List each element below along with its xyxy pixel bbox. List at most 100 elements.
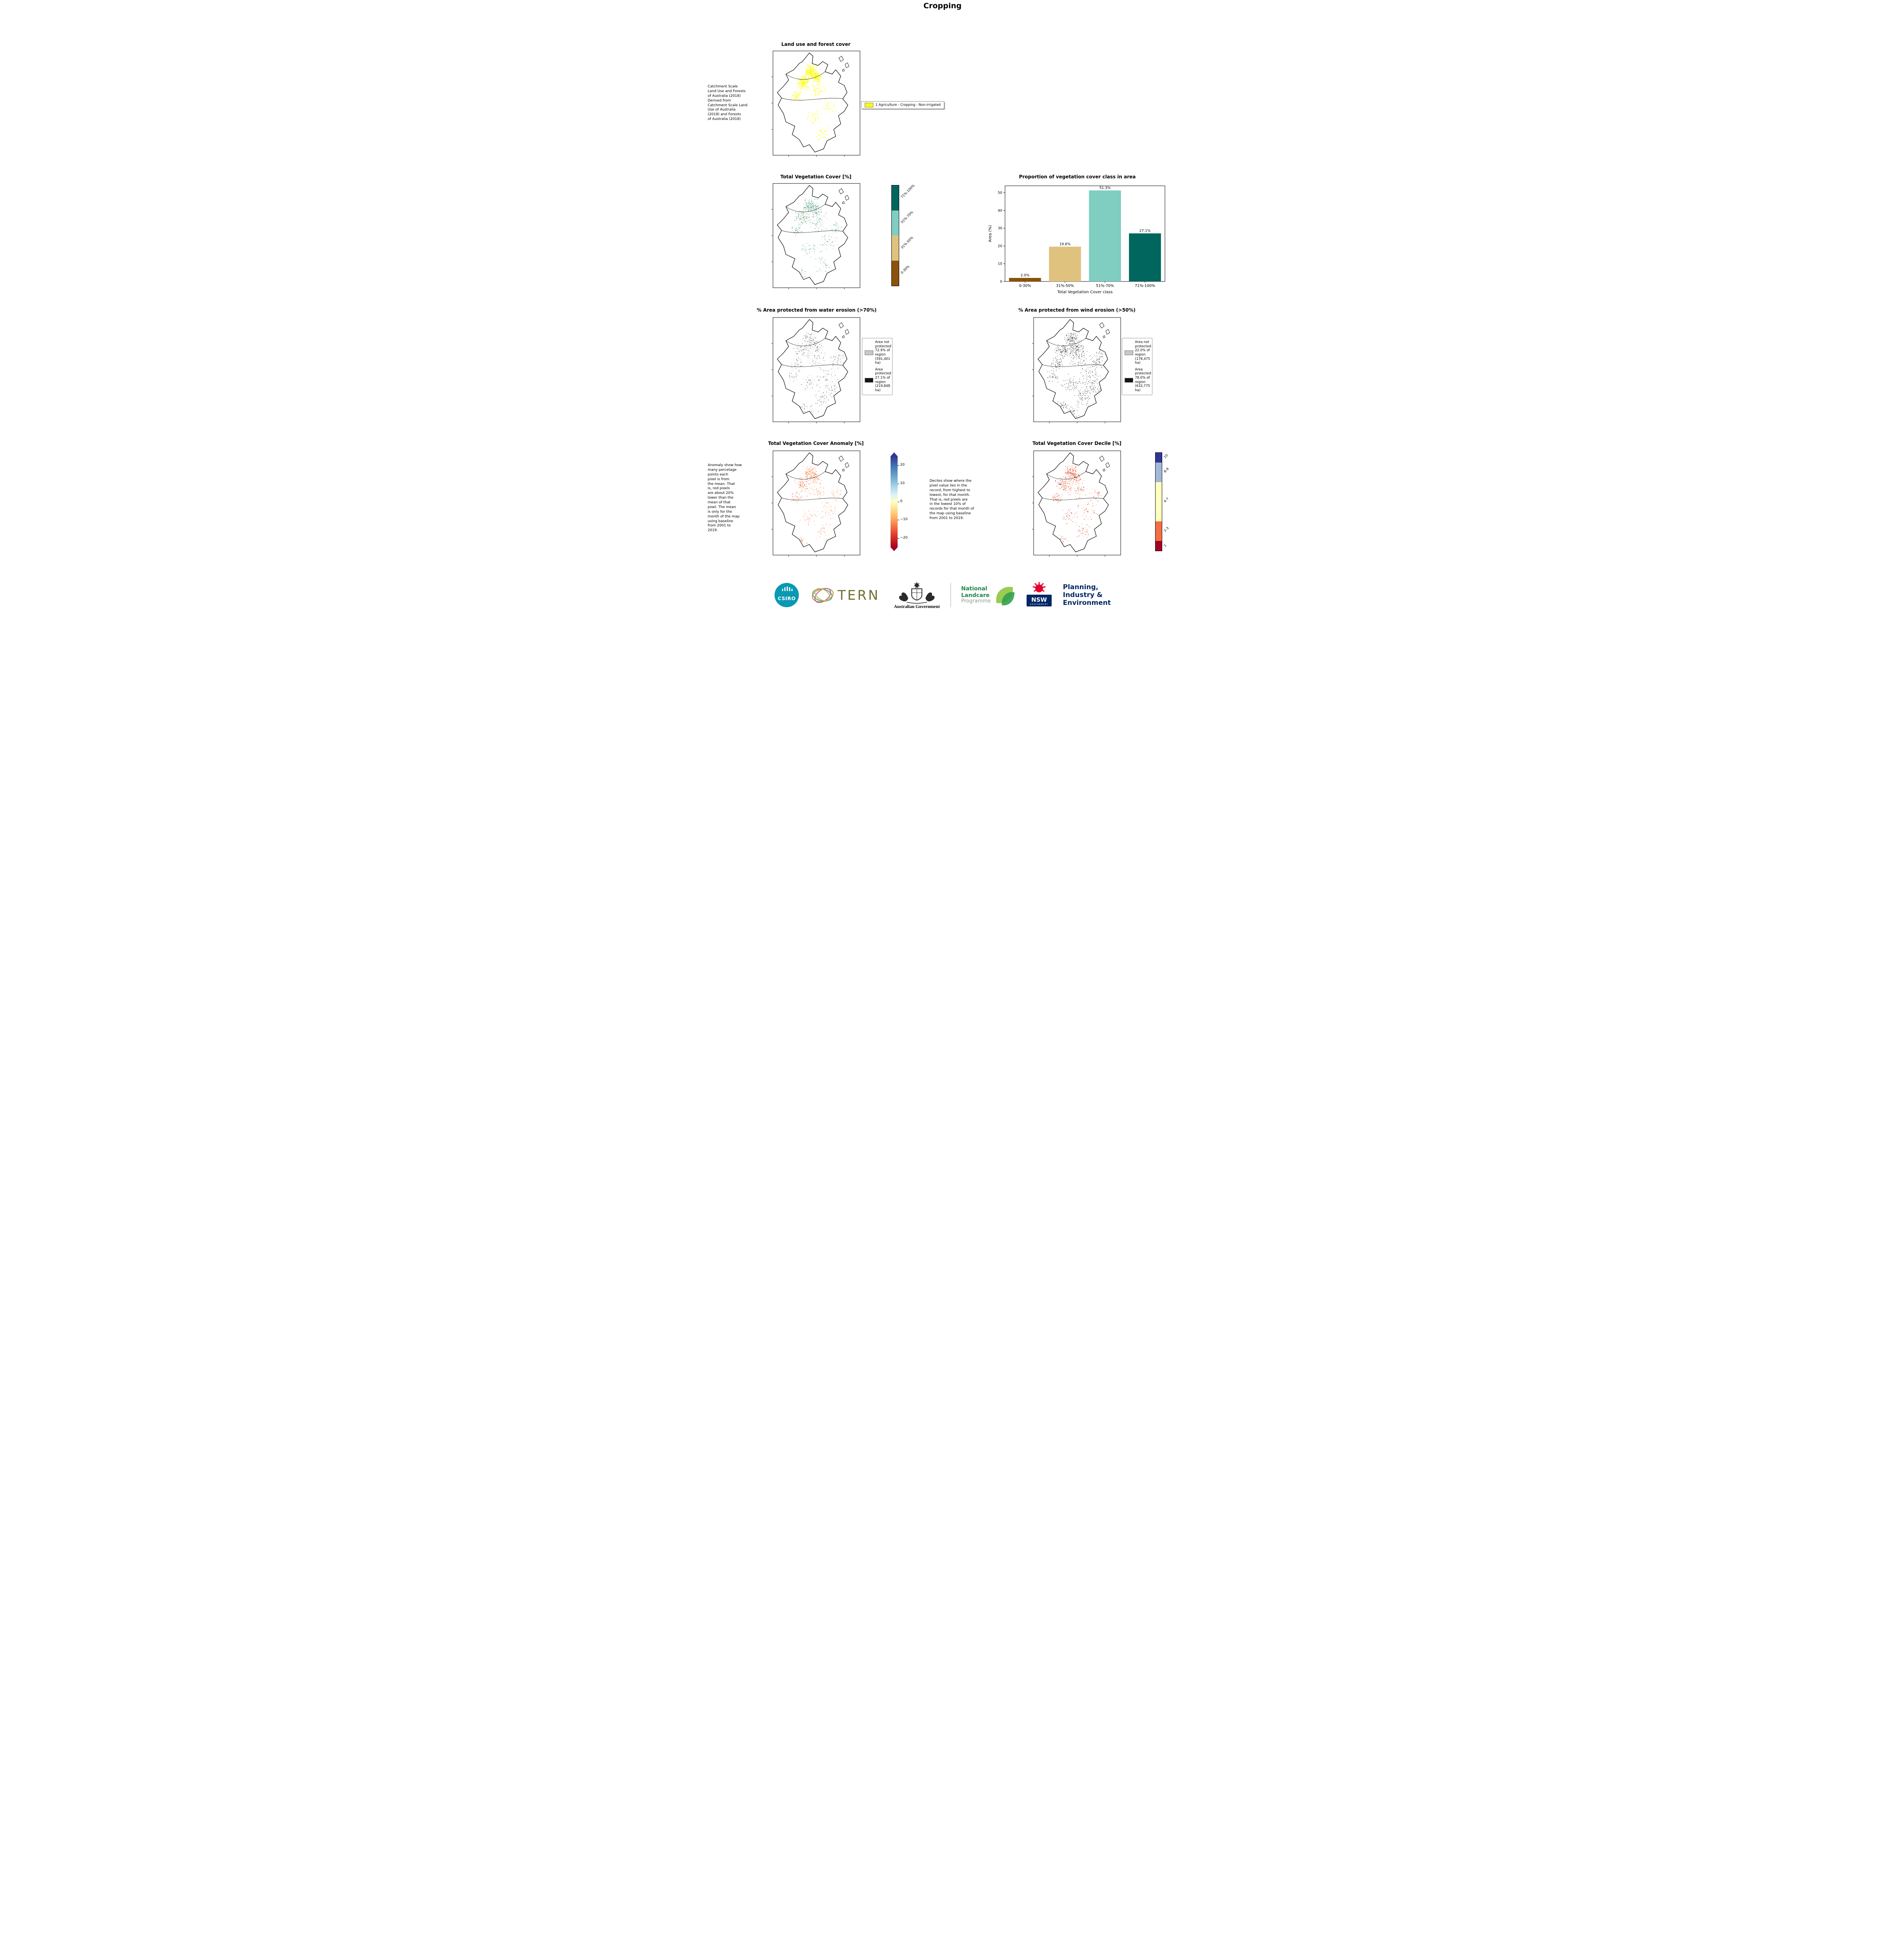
- svg-text:20: 20: [998, 244, 1002, 248]
- cb-ticklabel-0: 0: [900, 499, 903, 503]
- decile-colorbar: 10 8-9 4-7 2-3 1: [1155, 452, 1170, 551]
- cb-seg-1: [1155, 541, 1162, 551]
- wind-erosion-panel-title: % Area protected from wind erosion (>50%…: [1018, 307, 1136, 313]
- cb-seg-0-30: [891, 261, 899, 286]
- svg-text:GOVERNMENT: GOVERNMENT: [1030, 603, 1048, 606]
- protected-swatch: [864, 377, 873, 383]
- decile-map: [1032, 450, 1121, 557]
- svg-text:0: 0: [1000, 280, 1002, 284]
- national-landcare-logo: National Landcare Programme: [961, 583, 1015, 607]
- cb-label-2-3: 2-3: [1163, 526, 1170, 533]
- cb-tick: [897, 538, 899, 539]
- cb-ticklabel-10: 10: [900, 481, 905, 485]
- decile-colorbar-body: [1155, 452, 1162, 551]
- planning-industry-environment-logo: Planning, Industry & Environment: [1063, 583, 1111, 607]
- tern-logo: TERN: [809, 583, 883, 607]
- anomaly-colorbar-body: [890, 456, 898, 547]
- landcare-line-national: National: [961, 586, 987, 592]
- report-page: Cropping Land use and forest cover Catch…: [707, 0, 1178, 626]
- cb-seg-10: [1155, 453, 1162, 463]
- colorbar-top-arrow: [890, 452, 898, 456]
- colorbar-bottom-arrow: [890, 547, 898, 551]
- tern-logo-graphic: TERN: [812, 588, 880, 603]
- footer-logos: CSIRO TERN: [707, 581, 1178, 609]
- cb-label-4-7: 4-7: [1163, 497, 1170, 504]
- cropping-swatch: [864, 103, 873, 107]
- svg-text:Total Vegetation Cover class: Total Vegetation Cover class: [1057, 290, 1112, 294]
- cb-seg-2-3: [1155, 521, 1162, 541]
- anomaly-colorbar: 20 10 0 −10 −20: [890, 452, 908, 551]
- veg-cover-colorbar: 71%-100% 51%-70% 31%-50% 0-30%: [891, 184, 916, 286]
- veg-cover-class-chart-panel: Proportion of vegetation cover class in …: [986, 174, 1169, 299]
- coat-of-arms-icon: [899, 582, 935, 604]
- water-erosion-legend: Area not protected 72.9% of region (591,…: [862, 338, 893, 395]
- svg-text:CSIRO: CSIRO: [778, 595, 796, 601]
- water-erosion-panel-title: % Area protected from water erosion (>70…: [757, 307, 877, 313]
- cb-label-0-30: 0-30%: [900, 265, 911, 275]
- csiro-logo: CSIRO: [774, 583, 799, 608]
- veg-cover-map: [771, 183, 860, 289]
- pie-line-planning: Planning,: [1063, 583, 1099, 591]
- not-protected-label: Area not protected 22.0% of region (178,…: [1135, 340, 1151, 365]
- svg-text:TERN: TERN: [837, 588, 880, 603]
- landcare-leaves-icon: [996, 587, 1014, 606]
- cb-seg-71-100: [891, 185, 899, 211]
- national-landcare-text: National Landcare Programme: [961, 586, 991, 604]
- cb-tick: [897, 465, 899, 466]
- land-use-legend-label: 1 Agriculture - Cropping - Non-irrigated: [875, 103, 941, 107]
- svg-text:19.6%: 19.6%: [1059, 242, 1070, 246]
- svg-text:51%-70%: 51%-70%: [1096, 284, 1114, 288]
- not-protected-label: Area not protected 72.9% of region (591,…: [875, 340, 891, 365]
- svg-text:40: 40: [998, 209, 1002, 213]
- svg-text:Area (%): Area (%): [988, 225, 992, 242]
- svg-text:30: 30: [998, 227, 1002, 230]
- legend-entry: Area protected 27.1% of region (219,848 …: [864, 367, 891, 393]
- svg-text:NSW: NSW: [1031, 596, 1047, 603]
- not-protected-swatch: [864, 350, 873, 355]
- wind-erosion-legend: Area not protected 22.0% of region (178,…: [1121, 338, 1152, 395]
- svg-text:2.0%: 2.0%: [1020, 274, 1029, 278]
- legend-entry: Area not protected 22.0% of region (178,…: [1124, 340, 1151, 365]
- anomaly-explainer: Anomaly show how many percetage points e…: [708, 463, 742, 533]
- decile-explainer: Deciles show where the pixel value lies …: [929, 479, 974, 520]
- pie-line-environment: Environment: [1063, 599, 1111, 607]
- svg-text:27.1%: 27.1%: [1139, 229, 1150, 233]
- landcare-line-landcare: Landcare: [961, 592, 990, 599]
- csiro-logo-graphic: CSIRO: [775, 583, 799, 607]
- decile-panel-title: Total Vegetation Cover Decile [%]: [1032, 441, 1121, 446]
- protected-swatch: [1124, 377, 1133, 383]
- cb-seg-8-9: [1155, 463, 1162, 482]
- land-use-map: [771, 51, 860, 157]
- nsw-logo-graphic: NSW GOVERNMENT: [1026, 582, 1052, 606]
- cb-label-1: 1: [1163, 543, 1167, 548]
- nsw-government-logo: NSW GOVERNMENT: [1025, 581, 1053, 609]
- pie-line-industry: Industry &: [1063, 591, 1103, 599]
- cb-seg-4-7: [1155, 482, 1162, 521]
- cb-label-8-9: 8-9: [1163, 467, 1170, 474]
- vegcover-bar-chart: 0 10 20 30 40 50 Area (%) 2.0% 0-30% 19.6% 31%-50%…: [988, 185, 1165, 294]
- australian-government-label: Australian Government: [894, 604, 940, 609]
- veg-cover-panel-title: Total Vegetation Cover [%]: [780, 174, 852, 180]
- anomaly-panel-title: Total Vegetation Cover Anomaly [%]: [768, 441, 864, 446]
- australian-government-logo: Australian Government: [893, 581, 940, 609]
- land-use-source-note: Catchment Scale Land Use and Forests of …: [708, 85, 747, 122]
- cb-label-31-50: 31%-50%: [900, 236, 914, 250]
- cb-seg-31-50: [891, 236, 899, 261]
- cb-ticklabel-20: 20: [900, 463, 905, 467]
- cb-label-71-100: 71%-100%: [900, 183, 916, 200]
- svg-text:31%-50%: 31%-50%: [1056, 284, 1074, 288]
- protected-label: Area protected 27.1% of region (219,848 …: [875, 367, 891, 392]
- land-use-panel-title: Land use and forest cover: [781, 42, 851, 47]
- protected-label: Area protected 78.0% of region (632,775 …: [1135, 367, 1151, 392]
- water-erosion-map: [771, 317, 860, 423]
- bar-chart-title: Proportion of vegetation cover class in …: [1019, 174, 1136, 180]
- land-use-legend: 1 Agriculture - Cropping - Non-irrigated: [861, 101, 944, 109]
- cb-label-10: 10: [1163, 453, 1169, 459]
- anomaly-map: [771, 450, 860, 557]
- veg-cover-colorbar-body: [891, 185, 899, 286]
- cb-ticklabel-neg20: −20: [900, 536, 908, 540]
- svg-text:10: 10: [998, 262, 1002, 266]
- svg-text:51.3%: 51.3%: [1099, 186, 1110, 190]
- wind-erosion-map: [1032, 317, 1121, 423]
- svg-text:71%-100%: 71%-100%: [1135, 284, 1155, 288]
